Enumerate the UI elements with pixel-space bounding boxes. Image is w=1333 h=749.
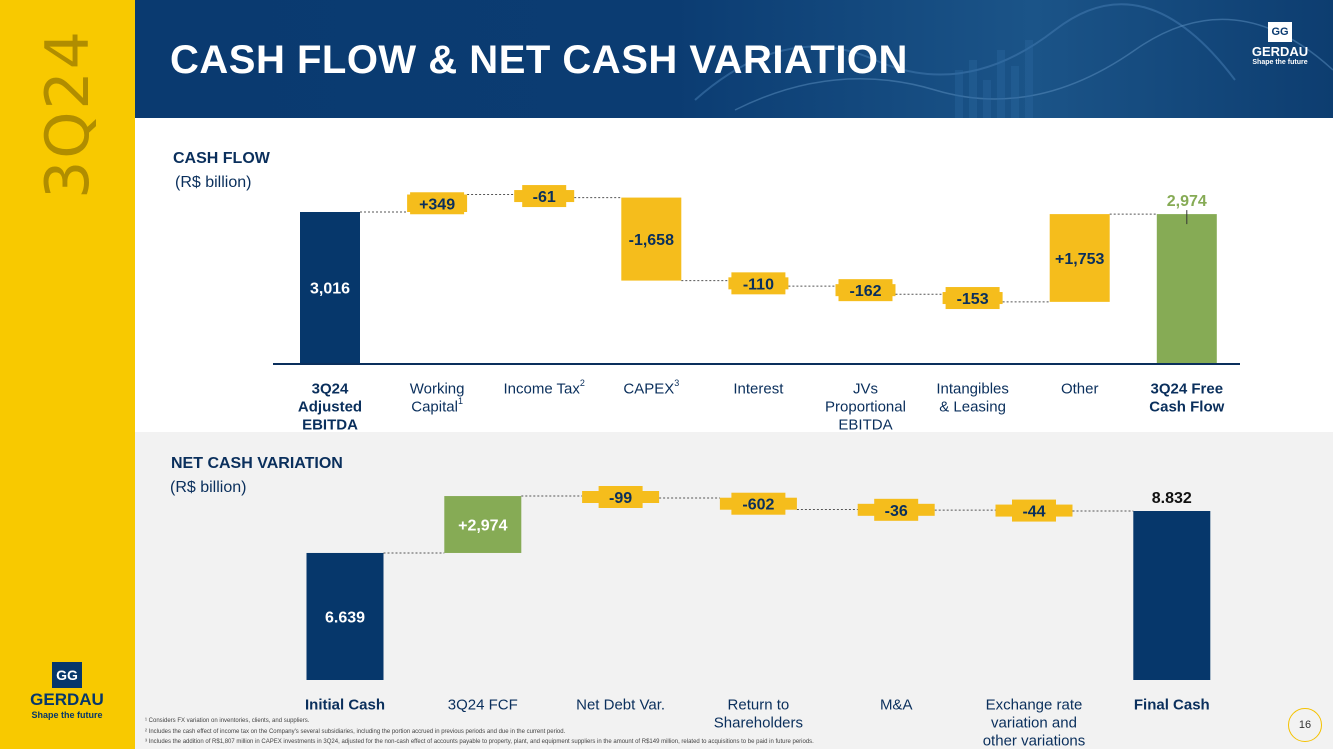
nc-value-label-5: -44 bbox=[1022, 504, 1045, 521]
cf-category-label: 3Q24 bbox=[312, 380, 349, 397]
net-cash-unit: (R$ billion) bbox=[170, 479, 247, 496]
cf-value-label-8: 2,974 bbox=[1167, 193, 1207, 210]
nc-category-label: Initial Cash bbox=[305, 696, 385, 713]
cf-footnote-ref: 1 bbox=[458, 396, 463, 406]
sidebar-logo-name: GERDAU bbox=[30, 690, 104, 709]
cf-value-label-3: -1,658 bbox=[629, 232, 674, 249]
header-logo: GG GERDAU Shape the future bbox=[1249, 22, 1311, 66]
cf-value-label-2: -61 bbox=[533, 189, 556, 206]
header-logo-tagline: Shape the future bbox=[1252, 59, 1308, 66]
cf-bar-7 bbox=[1049, 214, 1110, 302]
nc-category-label: 3Q24 FCF bbox=[448, 696, 518, 713]
nc-label-bg-5 bbox=[1012, 499, 1056, 522]
cf-value-label-5: -162 bbox=[849, 283, 881, 300]
cf-label-bg-5 bbox=[838, 279, 893, 302]
cf-category-label: Income Tax2 bbox=[503, 378, 584, 397]
sidebar-logo-tagline: Shape the future bbox=[31, 710, 103, 720]
cf-category-label: Proportional bbox=[825, 398, 906, 415]
footnote-2: ² Includes the cash effect of income tax… bbox=[145, 729, 566, 735]
cash-flow-title: CASH FLOW bbox=[173, 150, 270, 167]
nc-category-label: variation and bbox=[991, 714, 1077, 731]
sidebar-logo: GG GERDAU Shape the future bbox=[26, 662, 108, 720]
nc-category-label: Shareholders bbox=[714, 714, 803, 731]
nc-value-label-4: -36 bbox=[885, 503, 908, 520]
nc-bar-6 bbox=[1133, 511, 1211, 680]
page-number: 16 bbox=[1288, 708, 1322, 742]
cf-label-bg-2 bbox=[522, 185, 567, 208]
cf-footnote-ref: 2 bbox=[580, 378, 585, 388]
footnote-3: ³ Includes the addition of R$1,807 milli… bbox=[145, 739, 814, 745]
cf-category-label: & Leasing bbox=[939, 398, 1006, 415]
cf-bar-3 bbox=[621, 197, 682, 281]
nc-category-label: Exchange rate bbox=[986, 696, 1083, 713]
header-logo-name: GERDAU bbox=[1251, 44, 1309, 59]
sidebar: 3Q24 GG GERDAU Shape the future bbox=[0, 0, 135, 749]
cf-label-bg-4 bbox=[731, 272, 786, 295]
cf-category-label: Capital1 bbox=[411, 396, 463, 415]
nc-category-label: Return to bbox=[728, 696, 790, 713]
page-title: CASH FLOW & NET CASH VARIATION bbox=[170, 38, 908, 82]
nc-label-bg-3 bbox=[731, 492, 786, 515]
cf-label-bg-1 bbox=[410, 192, 465, 215]
nc-bar-0 bbox=[306, 552, 384, 680]
cf-category-label: Other bbox=[1061, 380, 1099, 397]
header-background-graphic bbox=[694, 3, 1333, 118]
nc-value-label-1: +2,974 bbox=[458, 518, 507, 535]
cf-category-label: EBITDA bbox=[838, 416, 892, 433]
cf-category-label: Adjusted bbox=[298, 398, 362, 415]
cf-category-label: 3Q24 Free bbox=[1151, 380, 1224, 397]
cf-value-label-1: +349 bbox=[419, 196, 455, 213]
cf-value-label-7: +1,753 bbox=[1055, 251, 1104, 268]
nc-category-label: other variations bbox=[983, 732, 1086, 749]
nc-category-label: Net Debt Var. bbox=[576, 696, 665, 713]
gerdau-logo-icon: GG bbox=[52, 662, 82, 688]
cf-bar-0 bbox=[300, 212, 360, 363]
cash-flow-unit: (R$ billion) bbox=[175, 174, 252, 191]
cf-bar-8 bbox=[1156, 214, 1217, 363]
nc-value-label-0: 6.639 bbox=[325, 609, 365, 626]
cf-category-label: Working bbox=[410, 380, 465, 397]
cf-category-label: JVs bbox=[853, 380, 878, 397]
nc-value-label-2: -99 bbox=[609, 490, 632, 507]
cf-category-label: CAPEX3 bbox=[623, 378, 679, 397]
nc-value-label-3: -602 bbox=[742, 497, 774, 514]
nc-value-label-6: 8.832 bbox=[1152, 490, 1192, 507]
cf-category-label: Cash Flow bbox=[1149, 398, 1224, 415]
cf-value-label-0: 3,016 bbox=[310, 281, 350, 298]
gerdau-logo-icon: GG bbox=[1268, 22, 1292, 42]
cf-footnote-ref: 3 bbox=[674, 378, 679, 388]
nc-category-label: Final Cash bbox=[1134, 696, 1210, 713]
cf-category-label: EBITDA bbox=[302, 416, 358, 433]
nc-category-label: M&A bbox=[880, 696, 913, 713]
nc-bar-1 bbox=[444, 496, 522, 553]
cf-value-label-4: -110 bbox=[743, 276, 774, 293]
header-banner: CASH FLOW & NET CASH VARIATION GG GERDAU… bbox=[135, 0, 1333, 118]
footnote-1: ¹ Considers FX variation on inventories,… bbox=[145, 718, 310, 724]
cf-value-label-6: -153 bbox=[957, 291, 989, 308]
net-cash-title: NET CASH VARIATION bbox=[171, 455, 343, 472]
cf-category-label: Interest bbox=[733, 380, 784, 397]
nc-label-bg-2 bbox=[598, 486, 643, 509]
cf-category-label: Intangibles bbox=[936, 380, 1009, 397]
cf-label-bg-6 bbox=[945, 287, 1000, 310]
nc-label-bg-4 bbox=[874, 498, 919, 521]
